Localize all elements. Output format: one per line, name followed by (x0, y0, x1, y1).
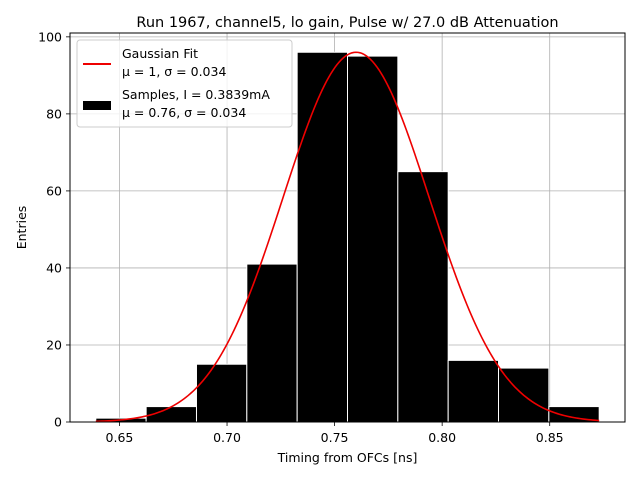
legend: Gaussian Fit μ = 1, σ = 0.034 Samples, I… (76, 39, 293, 128)
x-tick-label-2: 0.75 (321, 430, 349, 445)
histogram-bar-3 (246, 263, 298, 423)
y-tick-label-3: 60 (46, 183, 62, 198)
histogram-bar-5 (347, 55, 399, 423)
gaussian-fit-line (95, 51, 600, 423)
x-tick-label-1: 0.70 (213, 430, 241, 445)
y-tick-label-0: 0 (54, 415, 62, 430)
x-tick-label-3: 0.80 (428, 430, 456, 445)
y-tick-label-5: 100 (38, 29, 62, 44)
legend-samples-params: μ = 0.76, σ = 0.034 (122, 105, 246, 120)
histogram-bar-4 (296, 51, 348, 423)
histogram-bar-7 (447, 359, 500, 423)
y-axis-label: Entries (14, 206, 29, 250)
y-tick-label-4: 80 (46, 106, 62, 121)
y-axis-ticks: 0 20 40 60 80 100 (38, 29, 70, 430)
x-tick-label-0: 0.65 (106, 430, 134, 445)
x-axis-label: Timing from OFCs [ns] (277, 450, 418, 465)
x-tick-label-4: 0.85 (536, 430, 564, 445)
legend-samples-label: Samples, I = 0.3839mA (122, 87, 270, 102)
legend-box (76, 39, 293, 128)
legend-fit-params: μ = 1, σ = 0.034 (122, 64, 226, 79)
legend-samples-swatch (83, 101, 111, 110)
chart-title: Run 1967, channel5, lo gain, Pulse w/ 27… (136, 15, 558, 31)
plot-frame (69, 32, 626, 423)
x-axis-ticks: 0.65 0.70 0.75 0.80 0.85 (106, 422, 564, 445)
y-tick-label-2: 40 (46, 260, 62, 275)
y-tick-label-1: 20 (46, 337, 62, 352)
histogram-bar-2 (195, 363, 248, 423)
histogram-bar-6 (397, 171, 449, 423)
legend-fit-label: Gaussian Fit (122, 46, 198, 61)
